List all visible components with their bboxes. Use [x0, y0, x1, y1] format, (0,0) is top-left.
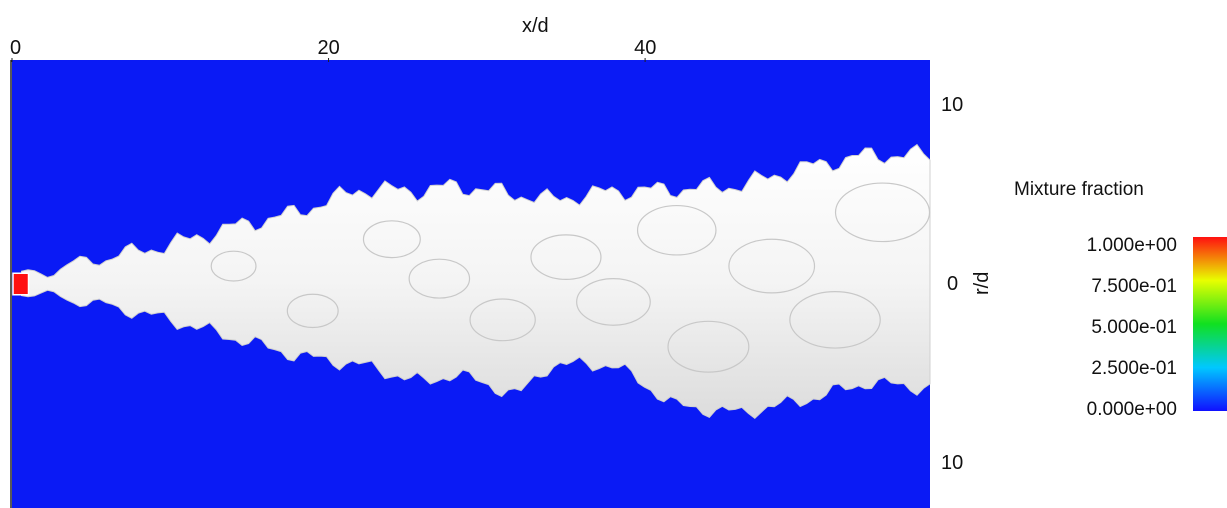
colorbar-title: Mixture fraction: [1014, 179, 1144, 200]
eddy-contour: [530, 234, 602, 280]
isosurface-jet: [21, 143, 931, 419]
x-tick-label: 40: [634, 37, 657, 59]
eddy-contour: [636, 204, 717, 256]
colorbar-tick-label: 0.000e+00: [1086, 399, 1177, 420]
eddy-contour: [210, 250, 257, 282]
x-tick-label: 0: [10, 37, 22, 59]
y-tick-label: 10: [941, 93, 964, 116]
x-axis-ticks: [11, 58, 646, 62]
y-tick-label: 0: [947, 273, 959, 295]
eddy-contour: [362, 220, 421, 259]
x-tick-label: 20: [317, 37, 340, 59]
eddy-contour: [728, 238, 816, 294]
eddy-contour: [469, 298, 536, 342]
eddy-contour: [789, 291, 881, 349]
eddy-contour: [834, 182, 931, 243]
colorbar-tick-label: 5.000e-01: [1091, 317, 1177, 338]
eddy-contour: [408, 258, 471, 299]
colorbar-tick-label: 2.500e-01: [1091, 358, 1177, 379]
x-axis-label: x/d: [522, 15, 549, 37]
eddy-contour: [286, 293, 339, 329]
eddy-contour: [576, 278, 651, 326]
nozzle-inlet: [12, 272, 30, 296]
y-axis-label: r/d: [971, 271, 993, 295]
colorbar-tick-label: 1.000e+00: [1086, 235, 1177, 256]
y-tick-label: 10: [941, 452, 964, 475]
eddy-contour: [667, 320, 750, 373]
colorbar-tick-label: 7.500e-01: [1091, 276, 1177, 297]
colorbar: [1193, 237, 1227, 411]
jet-surface-detail: [210, 182, 931, 373]
